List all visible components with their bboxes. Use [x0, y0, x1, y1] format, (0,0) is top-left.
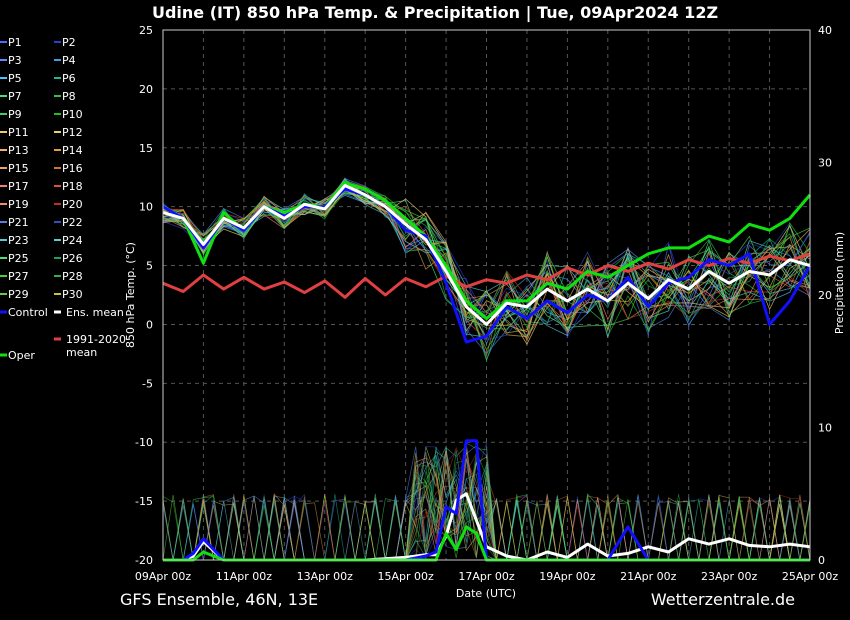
legend-item: P9 — [8, 108, 22, 121]
y2-tick-label: 40 — [818, 24, 832, 37]
legend-item: P18 — [62, 180, 83, 193]
y-tick-label: -10 — [135, 436, 153, 449]
y-tick-label: 10 — [139, 201, 153, 214]
legend-item: P24 — [62, 234, 83, 247]
legend-item: P1 — [8, 36, 22, 49]
x-tick-label: 11Apr 00z — [216, 570, 273, 583]
legend-item: P2 — [62, 36, 76, 49]
y-tick-label: -5 — [142, 377, 153, 390]
chart-title: Udine (IT) 850 hPa Temp. & Precipitation… — [152, 3, 718, 23]
member-temp-line — [162, 183, 811, 335]
y-tick-label: 20 — [139, 83, 153, 96]
x-tick-label: 13Apr 00z — [297, 570, 354, 583]
legend-item: P17 — [8, 180, 29, 193]
legend-item: P10 — [62, 108, 83, 121]
legend-item: Ens. mean — [66, 306, 124, 319]
y2-axis-label: Precipitation (mm) — [833, 232, 846, 334]
y2-tick-label: 10 — [818, 422, 832, 435]
x-tick-label: 23Apr 00z — [701, 570, 758, 583]
y2-tick-label: 30 — [818, 157, 832, 170]
x-tick-label: 19Apr 00z — [539, 570, 596, 583]
legend-item: P23 — [8, 234, 29, 247]
legend-item: P19 — [8, 198, 29, 211]
legend-item: 1991-2020 mean — [66, 333, 126, 359]
legend-item: P6 — [62, 72, 76, 85]
legend-item: P30 — [62, 288, 83, 301]
member-temp-line — [162, 191, 811, 351]
y-tick-label: 25 — [139, 24, 153, 37]
chart-legend: P1 P2 P3 P4 P5 P6 P7 P8 P9 P10 P11 P12 P13 P14 P15 P16 P… — [0, 36, 126, 362]
y-tick-label: 0 — [146, 318, 153, 331]
legend-item: Control — [8, 306, 48, 319]
y2-tick-label: 0 — [818, 554, 825, 567]
y-axis-ticks: 25 20 15 10 5 0 -5 -10 -15 -20 — [135, 24, 153, 567]
member-temp-line — [162, 179, 811, 323]
y-tick-label: 5 — [146, 260, 153, 273]
temp-series-line — [162, 184, 811, 326]
legend-item: P4 — [62, 54, 76, 67]
legend-item: P5 — [8, 72, 22, 85]
legend-item: P20 — [62, 198, 83, 211]
x-tick-label: 09Apr 00z — [135, 570, 192, 583]
legend-item: P22 — [62, 216, 83, 229]
legend-item: P7 — [8, 90, 22, 103]
member-temp-line — [162, 177, 811, 319]
site-credit: Wetterzentrale.de — [651, 590, 795, 609]
legend-item: P16 — [62, 162, 83, 175]
y2-tick-label: 20 — [818, 289, 832, 302]
legend-item: P21 — [8, 216, 29, 229]
legend-item: P8 — [62, 90, 76, 103]
y2-axis-ticks: 40 30 20 10 0 — [818, 24, 832, 567]
legend-item: P13 — [8, 144, 29, 157]
y-axis-label: 850 hPa Temp. (°C) — [124, 242, 137, 348]
legend-item: P11 — [8, 126, 29, 139]
x-tick-label: 17Apr 00z — [458, 570, 515, 583]
model-caption: GFS Ensemble, 46N, 13E — [120, 590, 318, 609]
x-tick-label: 25Apr 00z — [782, 570, 839, 583]
legend-item: P28 — [62, 270, 83, 283]
legend-item: P14 — [62, 144, 83, 157]
x-axis-ticks: 09Apr 00z 11Apr 00z 13Apr 00z 15Apr 00z 17Ap… — [135, 570, 839, 583]
x-axis-label: Date (UTC) — [456, 587, 516, 600]
legend-item: P3 — [8, 54, 22, 67]
y-tick-label: -20 — [135, 554, 153, 567]
y-tick-label: -15 — [135, 495, 153, 508]
legend-item: P12 — [62, 126, 83, 139]
x-tick-label: 21Apr 00z — [620, 570, 677, 583]
y-tick-label: 15 — [139, 142, 153, 155]
plot-frame — [162, 29, 811, 561]
x-tick-label: 15Apr 00z — [377, 570, 434, 583]
legend-item: Oper — [8, 349, 35, 362]
legend-item: P26 — [62, 252, 83, 265]
legend-item: P15 — [8, 162, 29, 175]
legend-item: P29 — [8, 288, 29, 301]
legend-item: P27 — [8, 270, 29, 283]
legend-item: P25 — [8, 252, 29, 265]
member-temp-line — [162, 179, 811, 339]
